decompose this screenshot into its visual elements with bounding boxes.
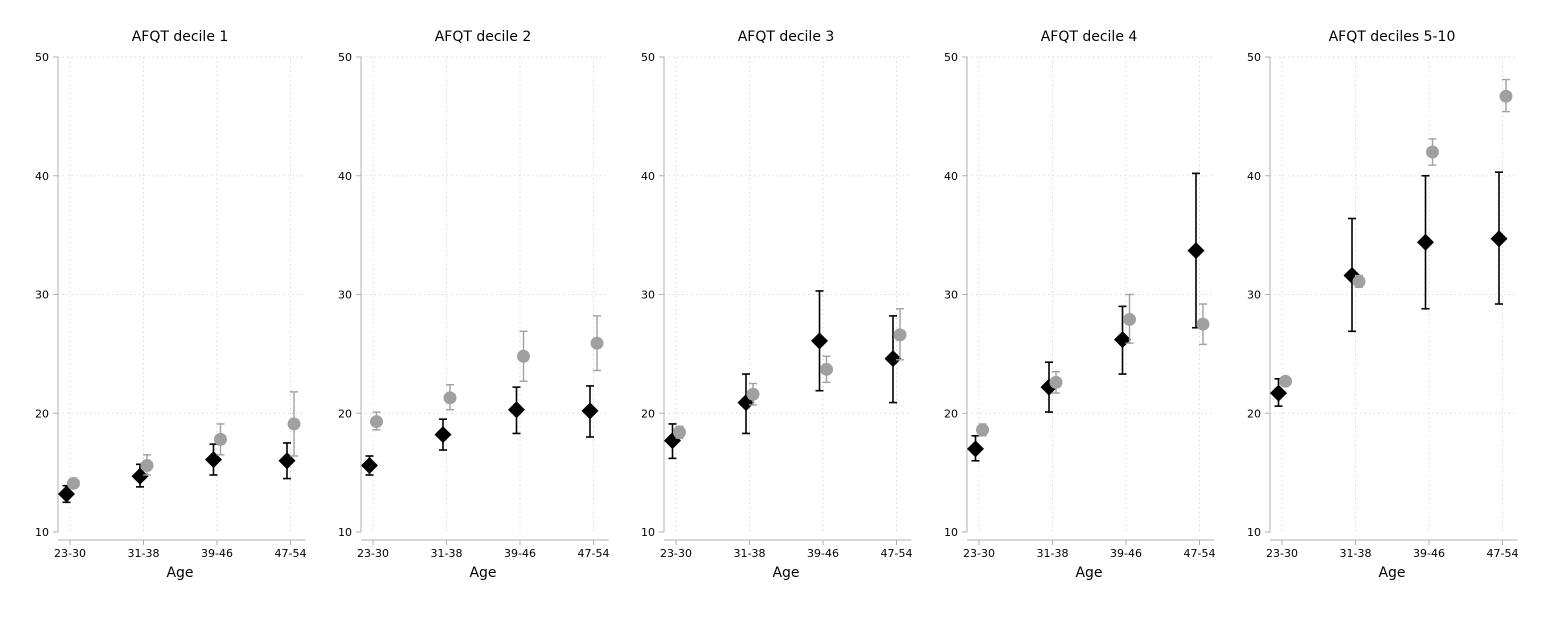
data-point-diamond [434, 426, 452, 444]
data-point-circle [214, 432, 227, 446]
chart-panel-2: 10 20 30 40 50 23-30 31-38 39-46 47-54 AFQT decil… [338, 29, 609, 581]
x-tick-label: 47-54 [1184, 547, 1216, 560]
x-tick-label: 47-54 [881, 547, 913, 560]
data-point-circle [1049, 375, 1063, 389]
chart-title: AFQT deciles 5-10 [1329, 29, 1456, 45]
data-point-circle [820, 362, 833, 376]
y-tick-label: 50 [1247, 51, 1261, 64]
y-tick-label: 30 [1247, 289, 1261, 302]
y-tick-label: 20 [35, 407, 49, 420]
data-point-diamond [1187, 242, 1205, 260]
data-point-circle [517, 349, 530, 363]
x-axis-label: Age [1075, 565, 1102, 581]
x-tick-label: 39-46 [1110, 547, 1142, 560]
data-point-diamond [884, 350, 902, 368]
data-point-circle [673, 425, 686, 439]
y-tick-label: 10 [944, 526, 958, 539]
x-tick-label: 39-46 [201, 547, 233, 560]
y-tick-label: 50 [35, 51, 49, 64]
chart-title: AFQT decile 4 [1041, 29, 1138, 45]
data-point-diamond [811, 332, 828, 350]
data-point-diamond [508, 401, 525, 419]
x-tick-label: 47-54 [578, 547, 610, 560]
data-point-diamond [58, 485, 75, 503]
x-tick-label: 23-30 [54, 547, 86, 560]
chart-panel-5: 10 20 30 40 50 23-30 31-38 39-46 47-54 AFQT decil… [1247, 29, 1518, 581]
x-axis-label: Age [469, 565, 496, 581]
data-point-circle [370, 415, 383, 429]
x-tick-label: 23-30 [1266, 547, 1298, 560]
x-tick-label: 31-38 [1037, 547, 1069, 560]
data-point-circle [1426, 145, 1439, 159]
data-point-circle [590, 336, 604, 350]
data-point-circle [1123, 312, 1136, 326]
data-point-diamond [131, 467, 149, 485]
data-point-diamond [581, 402, 599, 420]
x-tick-label: 39-46 [1413, 547, 1445, 560]
x-tick-label: 47-54 [275, 547, 307, 560]
chart-title: AFQT decile 2 [435, 29, 532, 45]
chart-panel-4: 10 20 30 40 50 23-30 31-38 39-46 47-54 AFQT decil… [944, 29, 1215, 581]
y-tick-label: 30 [641, 289, 655, 302]
data-point-circle [140, 459, 154, 472]
y-tick-label: 20 [641, 407, 655, 420]
data-point-circle [287, 417, 301, 431]
y-tick-label: 50 [338, 51, 352, 64]
data-point-circle [1499, 89, 1513, 103]
chart-panel-3: 10 20 30 40 50 23-30 31-38 39-46 47-54 AFQT decil… [641, 29, 912, 581]
data-point-diamond [967, 440, 984, 458]
data-point-circle [443, 391, 457, 405]
y-tick-label: 10 [1247, 526, 1261, 539]
data-point-diamond [361, 457, 378, 474]
y-tick-label: 40 [1247, 170, 1261, 183]
y-tick-label: 10 [35, 526, 49, 539]
data-point-diamond [278, 452, 296, 470]
x-tick-label: 23-30 [660, 547, 692, 560]
x-axis-label: Age [772, 565, 799, 581]
data-point-diamond [1490, 230, 1508, 248]
y-tick-label: 40 [35, 170, 49, 183]
chart-panel-1: 10 20 30 40 50 23-30 31-38 39-46 47-54 AFQT decil… [35, 29, 306, 581]
data-point-diamond [205, 451, 222, 469]
chart-title: AFQT decile 1 [132, 29, 229, 45]
x-tick-label: 31-38 [128, 547, 160, 560]
data-point-diamond [1417, 233, 1434, 251]
chart-title: AFQT decile 3 [738, 29, 835, 45]
data-point-circle [67, 476, 80, 490]
y-tick-label: 20 [1247, 407, 1261, 420]
x-tick-label: 23-30 [357, 547, 389, 560]
x-tick-label: 31-38 [431, 547, 463, 560]
y-tick-label: 40 [944, 170, 958, 183]
x-tick-label: 39-46 [504, 547, 536, 560]
x-tick-label: 31-38 [1340, 547, 1372, 560]
y-tick-label: 20 [944, 407, 958, 420]
data-point-diamond [1270, 384, 1287, 402]
x-axis-label: Age [166, 565, 193, 581]
data-point-diamond [1114, 331, 1131, 349]
x-tick-label: 23-30 [963, 547, 995, 560]
data-point-circle [1352, 274, 1366, 288]
y-tick-label: 10 [641, 526, 655, 539]
data-point-circle [893, 328, 907, 342]
y-tick-label: 50 [944, 51, 958, 64]
x-tick-label: 47-54 [1487, 547, 1519, 560]
y-tick-label: 20 [338, 407, 352, 420]
x-tick-label: 39-46 [807, 547, 839, 560]
y-tick-label: 30 [35, 289, 49, 302]
y-tick-label: 30 [338, 289, 352, 302]
y-tick-label: 40 [338, 170, 352, 183]
data-point-circle [746, 387, 760, 401]
data-point-circle [1279, 374, 1292, 388]
y-tick-label: 10 [338, 526, 352, 539]
y-tick-label: 40 [641, 170, 655, 183]
x-axis-label: Age [1378, 565, 1405, 581]
x-tick-label: 31-38 [734, 547, 766, 560]
data-point-circle [976, 423, 989, 437]
y-tick-label: 50 [641, 51, 655, 64]
y-tick-label: 30 [944, 289, 958, 302]
data-point-circle [1196, 317, 1210, 331]
